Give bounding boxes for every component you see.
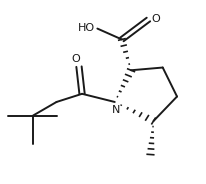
Text: O: O bbox=[151, 14, 159, 24]
Text: HO: HO bbox=[78, 23, 95, 33]
Text: O: O bbox=[71, 54, 80, 64]
Text: N: N bbox=[111, 105, 119, 115]
